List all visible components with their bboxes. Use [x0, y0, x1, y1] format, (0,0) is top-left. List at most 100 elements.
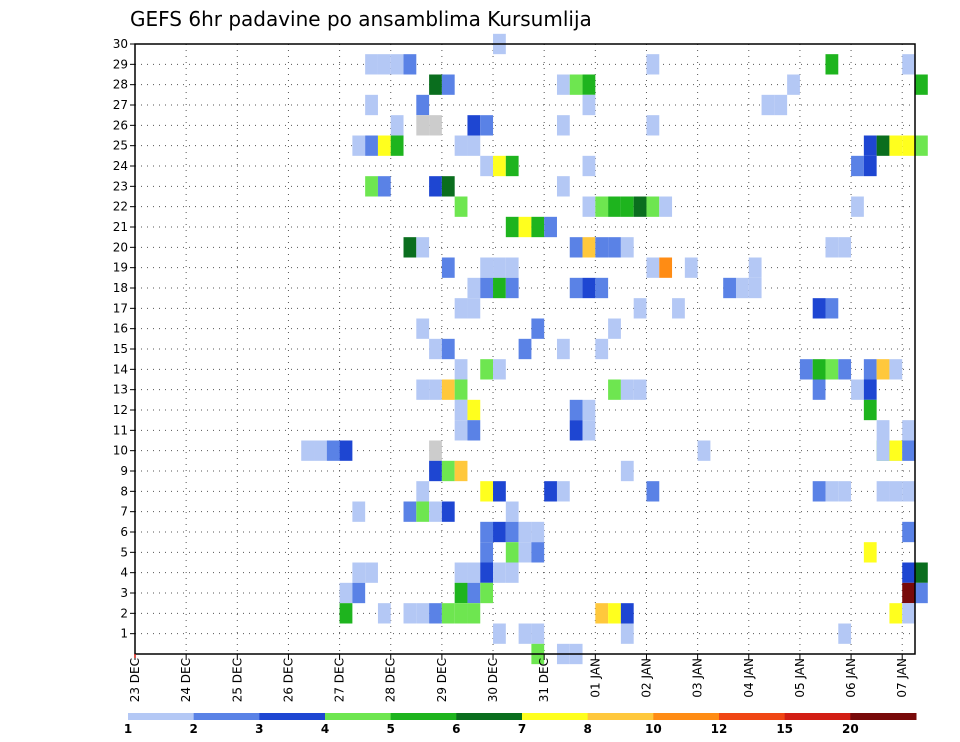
heatmap-cell — [556, 338, 570, 360]
x-tick-label: 05 JAN — [793, 658, 807, 698]
x-tick-label: 23 DEC — [128, 658, 142, 702]
heatmap-cell — [838, 237, 852, 258]
y-tick-label: 5 — [120, 545, 128, 559]
heatmap-cell — [672, 298, 685, 319]
heatmap-cell — [352, 501, 366, 522]
heatmap-cell — [377, 176, 391, 197]
heatmap-cell — [633, 298, 647, 319]
heatmap-cell — [889, 603, 903, 624]
heatmap-cell — [608, 379, 621, 400]
heatmap-cell — [493, 521, 506, 543]
x-tick-label: 03 JAN — [691, 658, 705, 698]
heatmap-cell — [441, 338, 455, 360]
heatmap-cell — [608, 237, 621, 258]
heatmap-cell — [620, 623, 634, 644]
heatmap-cell — [582, 237, 596, 258]
heatmap-cell — [480, 359, 494, 380]
heatmap-cell — [493, 257, 506, 278]
heatmap-cell — [902, 54, 915, 75]
heatmap-cell — [556, 481, 570, 502]
heatmap-cell — [825, 237, 839, 258]
heatmap-cell — [531, 623, 545, 644]
heatmap-cell — [454, 562, 468, 583]
colorbar-segment — [522, 713, 589, 720]
colorbar-label: 4 — [321, 722, 329, 736]
heatmap-cell — [429, 338, 442, 360]
heatmap-cell — [915, 582, 928, 604]
heatmap-cell — [569, 237, 583, 258]
y-tick-label: 4 — [120, 566, 128, 580]
heatmap-cell — [326, 440, 340, 461]
heatmap-cell — [493, 623, 506, 644]
heatmap-cell — [825, 481, 839, 502]
heatmap-cell — [863, 155, 877, 177]
y-tick-label: 13 — [113, 383, 128, 397]
colorbar-segment — [128, 713, 195, 720]
heatmap-cell — [902, 603, 915, 624]
y-tick-label: 26 — [113, 118, 128, 132]
heatmap-cell — [620, 379, 634, 400]
heatmap-cell — [569, 399, 583, 421]
heatmap-cell — [812, 359, 826, 380]
heatmap-cell — [595, 603, 609, 624]
y-tick-label: 30 — [113, 37, 128, 51]
heatmap-cell — [915, 74, 928, 95]
heatmap-cell — [352, 135, 366, 156]
y-tick-label: 17 — [113, 301, 128, 315]
heatmap-cell — [569, 420, 583, 441]
heatmap-cell — [863, 399, 877, 421]
heatmap-cell — [735, 277, 749, 299]
heatmap-cell — [812, 298, 826, 319]
heatmap-cell — [863, 135, 877, 156]
heatmap-cell — [902, 582, 915, 604]
heatmap-cell — [620, 237, 634, 258]
colorbar-label: 12 — [711, 722, 728, 736]
colorbar-segment — [456, 713, 523, 720]
heatmap-cell — [608, 318, 621, 339]
heatmap-cell — [633, 379, 647, 400]
heatmap-cell — [467, 562, 481, 583]
heatmap-cell — [518, 216, 532, 238]
colorbar-segment — [325, 713, 392, 720]
heatmap-cell — [505, 542, 519, 563]
heatmap-cell — [902, 440, 915, 461]
heatmap-cell — [531, 521, 545, 543]
y-axis-ticks: 1234567891011121314151617181920212223242… — [113, 37, 135, 641]
x-tick-label: 26 DEC — [281, 658, 295, 702]
heatmap-cell — [915, 135, 928, 156]
y-tick-label: 15 — [113, 342, 128, 356]
x-axis-ticks: 23 DEC 24 DEC 25 DEC 26 DEC 27 DEC 28 DEC 29 D… — [128, 654, 909, 702]
heatmap-cell — [851, 379, 864, 400]
colorbar-label: 10 — [645, 722, 662, 736]
colorbar: 1 2 3 4 5 6 7 8 10 12 15 20 — [124, 713, 917, 736]
heatmap-cell — [441, 501, 455, 522]
heatmap-cell — [480, 277, 494, 299]
heatmap-cell — [863, 379, 877, 400]
heatmap-cell — [876, 481, 890, 502]
heatmap-cell — [390, 135, 404, 156]
heatmap-cell — [838, 623, 852, 644]
heatmap-cell — [314, 440, 327, 461]
heatmap-cell — [416, 94, 430, 116]
y-tick-label: 11 — [113, 423, 128, 437]
y-tick-label: 3 — [120, 586, 128, 600]
heatmap-cell — [416, 481, 430, 502]
heatmap-cell — [429, 603, 442, 624]
heatmap-cell — [684, 257, 698, 278]
heatmap-cell — [441, 603, 455, 624]
heatmap-cell — [774, 94, 788, 116]
heatmap-cell — [851, 196, 864, 217]
y-tick-label: 20 — [113, 240, 128, 254]
heatmap-cell — [365, 54, 378, 75]
y-tick-label: 25 — [113, 139, 128, 153]
heatmap-cell — [429, 460, 442, 482]
y-tick-label: 14 — [113, 362, 128, 376]
heatmap-cell — [902, 562, 915, 583]
heatmap-cell — [582, 74, 596, 95]
heatmap-cell — [416, 237, 430, 258]
colorbar-label: 6 — [452, 722, 460, 736]
heatmap-cell — [569, 277, 583, 299]
heatmap-cell — [467, 420, 481, 441]
heatmap-cell — [352, 582, 366, 604]
